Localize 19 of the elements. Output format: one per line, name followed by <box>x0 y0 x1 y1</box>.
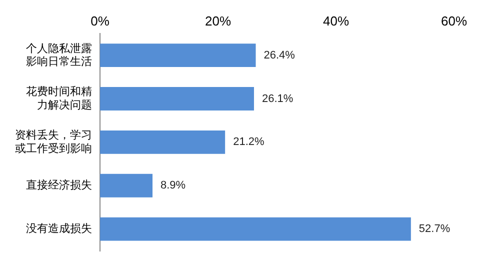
data-label: 8.9% <box>160 180 186 192</box>
y-tick-label: 资料丢失，学习或工作受到影响 <box>15 128 92 155</box>
data-label: 52.7% <box>418 223 450 236</box>
bar <box>100 130 226 154</box>
x-tick-label: 60% <box>440 13 468 28</box>
x-tick-label: 0% <box>90 13 110 28</box>
bar <box>100 174 153 198</box>
y-tick-label: 花费时间和精力解决问题 <box>26 85 92 112</box>
bar <box>100 87 254 110</box>
data-label: 26.4% <box>264 49 296 62</box>
data-label: 26.1% <box>262 92 294 105</box>
x-tick-label: 20% <box>204 13 232 28</box>
bar <box>100 44 256 68</box>
data-label: 21.2% <box>233 136 264 148</box>
bar <box>100 217 411 241</box>
y-tick-label: 没有造成损失 <box>26 222 92 236</box>
y-tick-label: 个人隐私泄露影响日常生活 <box>26 42 92 68</box>
y-tick-label: 直接经济损失 <box>26 178 92 192</box>
x-tick-label: 40% <box>322 13 350 28</box>
